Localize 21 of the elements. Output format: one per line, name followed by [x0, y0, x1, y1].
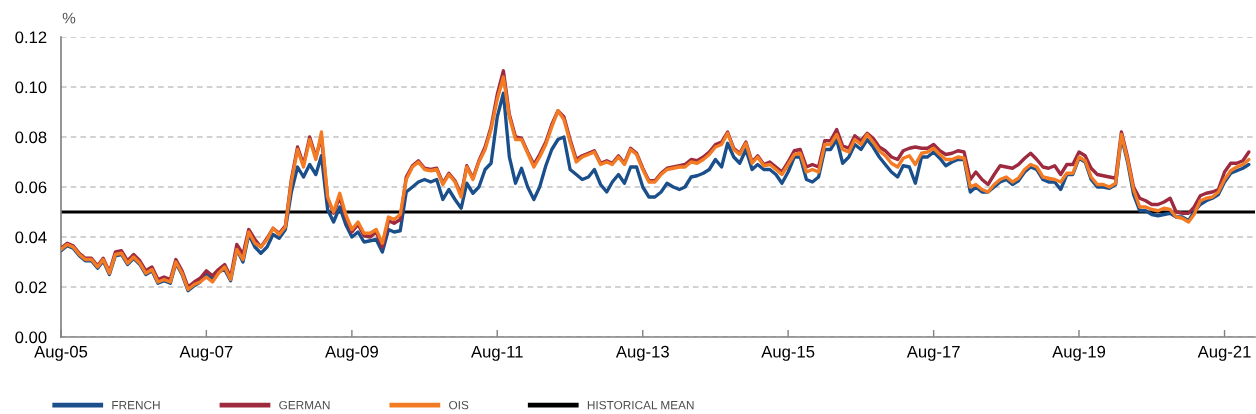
y-tick-label: 0.06 [15, 181, 47, 194]
x-tick-label: Aug-15 [761, 345, 815, 361]
legend-label: FRENCH [112, 400, 160, 410]
x-tick-label: Aug-17 [906, 345, 960, 361]
legend-label: HISTORICAL MEAN [587, 400, 694, 410]
x-tick-label: Aug-21 [1197, 345, 1251, 361]
legend-label: OIS [449, 400, 469, 410]
y-tick-label: 0.12 [15, 31, 47, 44]
y-axis-title: % [62, 12, 76, 24]
x-tick-label: Aug-09 [325, 345, 378, 361]
x-tick-label: Aug-13 [615, 345, 669, 361]
x-tick-label: Aug-05 [34, 345, 88, 361]
x-tick-label: Aug-11 [471, 345, 523, 361]
y-tick-label: 0.10 [15, 81, 47, 94]
legend-label: GERMAN [279, 400, 330, 410]
y-tick-label: 0.02 [15, 281, 47, 294]
x-tick-label: Aug-07 [179, 345, 233, 361]
x-tick-label: Aug-19 [1052, 345, 1106, 361]
y-tick-label: 0.08 [15, 131, 47, 144]
y-tick-label: 0.00 [15, 331, 47, 344]
y-tick-label: 0.04 [15, 231, 47, 244]
